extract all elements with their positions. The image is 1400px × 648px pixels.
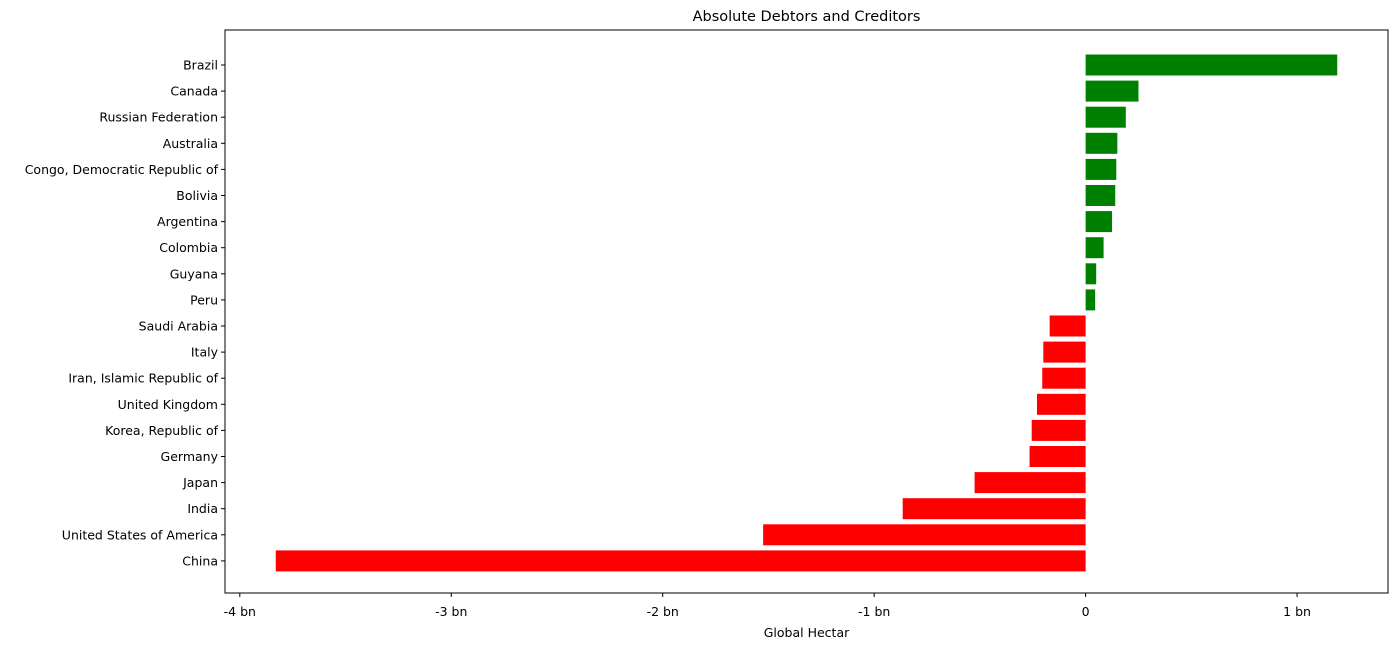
y-tick-label: Korea, Republic of — [105, 423, 218, 438]
plot-frame — [224, 29, 1389, 594]
bar-brazil — [1085, 54, 1338, 76]
bar-iran-islamic-republic-of — [1042, 367, 1086, 389]
bar-bolivia — [1085, 185, 1116, 206]
y-tick-label: Germany — [161, 449, 219, 464]
y-tick-label: Bolivia — [176, 188, 218, 203]
x-tick-label: -1 bn — [858, 604, 890, 619]
y-tick-label: Russian Federation — [99, 110, 218, 125]
x-tick-label: -4 bn — [224, 604, 256, 619]
y-tick-label: India — [187, 501, 218, 516]
x-tick-label: 0 — [1082, 604, 1090, 619]
bar-argentina — [1085, 211, 1113, 233]
y-tick-label: Colombia — [159, 240, 218, 255]
y-tick-label: Peru — [190, 292, 218, 307]
bar-china — [275, 550, 1086, 572]
y-tick-label: Brazil — [183, 58, 218, 73]
bar-canada — [1085, 80, 1139, 102]
x-axis-label: Global Hectar — [764, 625, 850, 640]
x-tick-label: 1 bn — [1283, 604, 1311, 619]
y-tick-label: Argentina — [157, 214, 218, 229]
y-tick-label: China — [182, 553, 218, 568]
x-axis: -4 bn -3 bn -2 bn -1 bn 0 1 bn — [224, 593, 1311, 619]
bar-guyana — [1085, 263, 1097, 285]
bar-colombia — [1085, 237, 1104, 259]
y-tick-label: United States of America — [62, 527, 218, 542]
bar-australia — [1085, 132, 1118, 154]
y-axis: Brazil Canada Russian Federation Australia C… — [25, 58, 225, 568]
y-tick-label: Japan — [182, 475, 218, 490]
bar-united-kingdom — [1036, 393, 1086, 415]
bar-congo-democratic-republic-of — [1085, 158, 1117, 180]
bar-italy — [1043, 341, 1086, 363]
x-tick-label: -2 bn — [647, 604, 679, 619]
bars-group — [275, 54, 1338, 572]
bar-japan — [974, 472, 1086, 494]
bar-saudi-arabia — [1049, 315, 1086, 337]
y-tick-label: Canada — [170, 84, 218, 99]
y-tick-label: United Kingdom — [118, 397, 218, 412]
y-tick-label: Australia — [163, 136, 218, 151]
y-tick-label: Italy — [191, 345, 219, 360]
y-tick-label: Saudi Arabia — [139, 319, 218, 334]
y-tick-label: Congo, Democratic Republic of — [25, 162, 219, 177]
y-tick-label: Guyana — [170, 266, 218, 281]
bar-germany — [1029, 446, 1086, 467]
y-tick-label: Iran, Islamic Republic of — [68, 371, 218, 386]
bar-russian-federation — [1085, 106, 1126, 128]
bar-peru — [1085, 289, 1096, 311]
chart-title: Absolute Debtors and Creditors — [693, 9, 921, 25]
bar-korea-republic-of — [1031, 419, 1086, 441]
bar-india — [902, 498, 1086, 520]
bar-united-states-of-america — [763, 524, 1086, 546]
x-tick-label: -3 bn — [435, 604, 467, 619]
